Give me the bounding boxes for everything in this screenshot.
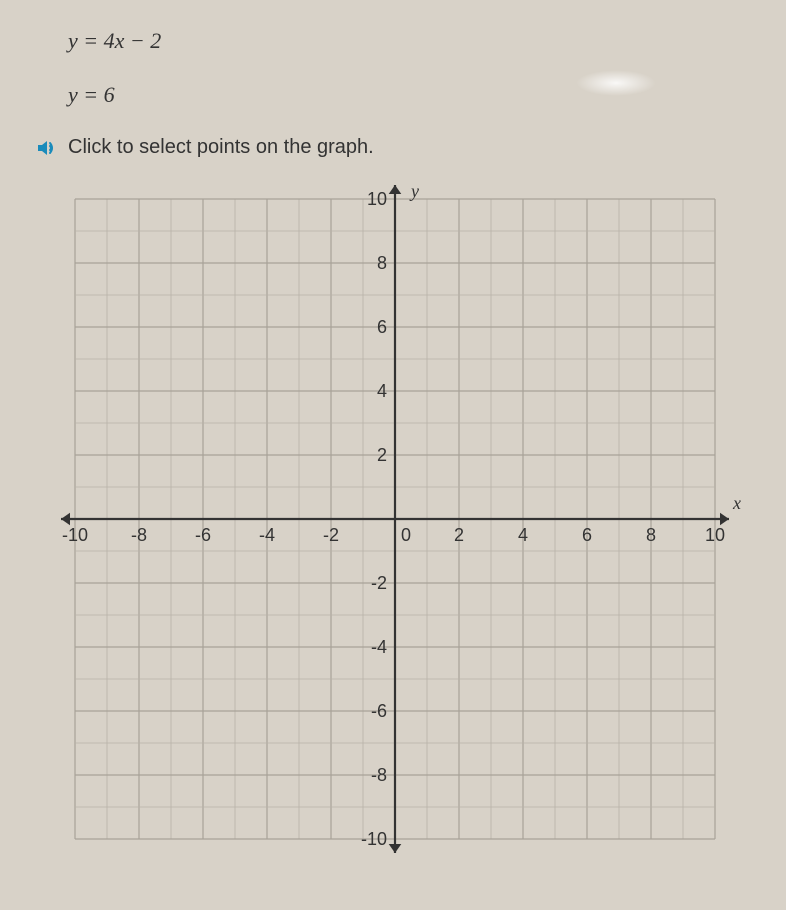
x-tick-label: 4: [518, 525, 528, 545]
y-tick-label: 2: [377, 445, 387, 465]
speaker-icon[interactable]: [36, 139, 58, 157]
equation-1: y = 4x − 2: [68, 28, 746, 54]
y-axis-label: y: [409, 181, 419, 201]
y-tick-label: -10: [361, 829, 387, 849]
x-tick-label: -6: [195, 525, 211, 545]
equation-2: y = 6: [68, 82, 746, 108]
x-tick-label: 0: [401, 525, 411, 545]
y-tick-label: 8: [377, 253, 387, 273]
x-axis-label: x: [732, 493, 741, 513]
y-tick-label: 10: [367, 189, 387, 209]
coordinate-graph[interactable]: -10 -8 -6 -4 -2 0 2 4 6 8 10 -10 -8 -6 -4 -2 2 4 6 8 10 y x: [30, 179, 746, 859]
x-tick-label: 8: [646, 525, 656, 545]
x-tick-label: 6: [582, 525, 592, 545]
x-tick-label: -2: [323, 525, 339, 545]
y-tick-label: 4: [377, 381, 387, 401]
y-tick-label: 6: [377, 317, 387, 337]
worksheet-page: y = 4x − 2 y = 6 Click to select points …: [0, 0, 786, 879]
x-tick-label: -8: [131, 525, 147, 545]
y-tick-label: -6: [371, 701, 387, 721]
instruction-row: Click to select points on the graph.: [36, 136, 746, 159]
instruction-text: Click to select points on the graph.: [68, 136, 374, 159]
y-tick-label: -2: [371, 573, 387, 593]
x-tick-label: 2: [454, 525, 464, 545]
y-tick-label: -4: [371, 637, 387, 657]
y-tick-label: -8: [371, 765, 387, 785]
x-tick-label: 10: [705, 525, 725, 545]
x-tick-label: -4: [259, 525, 275, 545]
x-tick-label: -10: [62, 525, 88, 545]
